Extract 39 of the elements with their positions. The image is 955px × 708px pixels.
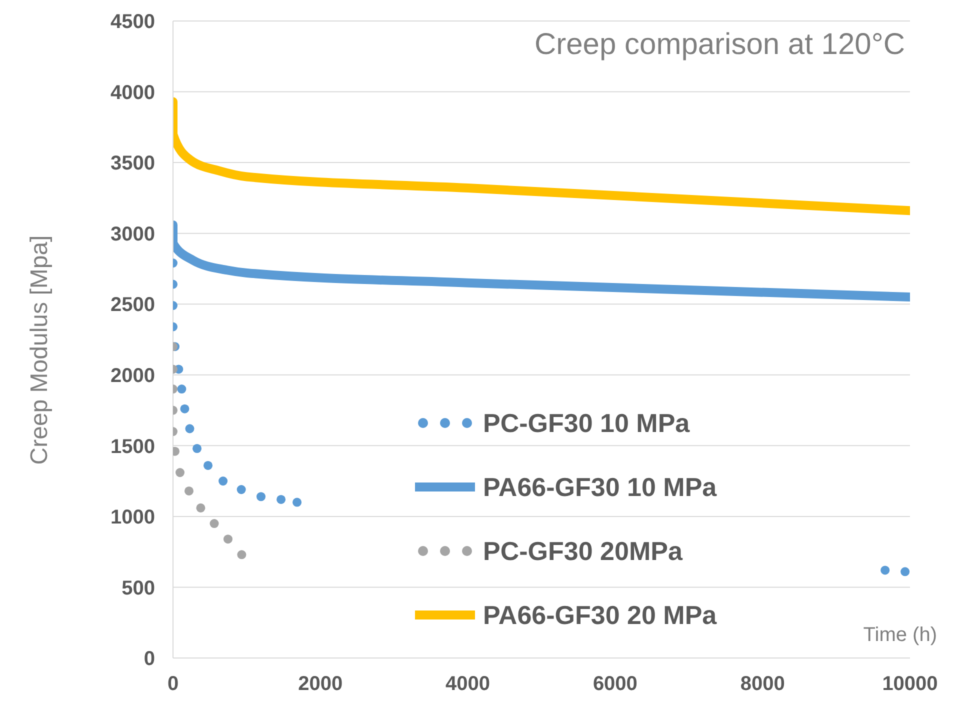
y-axis-title: Creep Modulus [Mpa] bbox=[26, 235, 54, 465]
y-tick-label: 1000 bbox=[110, 506, 155, 529]
point bbox=[276, 494, 286, 504]
point bbox=[292, 498, 302, 507]
point bbox=[180, 404, 190, 414]
x-tick-label: 4000 bbox=[446, 673, 490, 696]
y-tick-label: 4000 bbox=[110, 82, 155, 104]
point bbox=[900, 567, 910, 576]
y-tick-label: 500 bbox=[122, 577, 155, 600]
legend-label: PC-GF30 10 MPa bbox=[483, 408, 690, 438]
legend-label: PC-GF30 20MPa bbox=[483, 536, 682, 566]
point bbox=[192, 444, 202, 454]
x-tick-label: 8000 bbox=[740, 673, 785, 696]
x-tick-label: 10000 bbox=[882, 673, 938, 696]
x-tick-label: 0 bbox=[167, 673, 179, 696]
point bbox=[185, 424, 194, 434]
point bbox=[223, 534, 232, 544]
y-tick-label: 0 bbox=[144, 648, 155, 670]
point bbox=[203, 460, 213, 470]
y-tick-label: 2000 bbox=[110, 364, 155, 387]
point bbox=[177, 384, 186, 394]
y-tick-label: 3000 bbox=[110, 223, 155, 246]
x-axis-title: Time (h) bbox=[863, 624, 937, 647]
point bbox=[196, 503, 206, 512]
point bbox=[256, 492, 266, 502]
y-tick-label: 2500 bbox=[110, 294, 155, 316]
legend-label: PA66-GF30 10 MPa bbox=[483, 472, 717, 502]
point bbox=[237, 550, 246, 560]
y-tick-label: 1500 bbox=[110, 436, 155, 458]
x-tick-label: 6000 bbox=[592, 673, 638, 696]
x-tick-label: 2000 bbox=[298, 673, 343, 696]
chart-title: Creep comparison at 120°C bbox=[534, 28, 905, 62]
y-tick-label: 4500 bbox=[110, 11, 155, 34]
point bbox=[880, 566, 890, 575]
point bbox=[210, 519, 219, 528]
point bbox=[236, 485, 246, 494]
point bbox=[218, 476, 228, 486]
legend-label: PA66-GF30 20 MPa bbox=[483, 600, 717, 630]
y-tick-label: 3500 bbox=[110, 152, 155, 175]
